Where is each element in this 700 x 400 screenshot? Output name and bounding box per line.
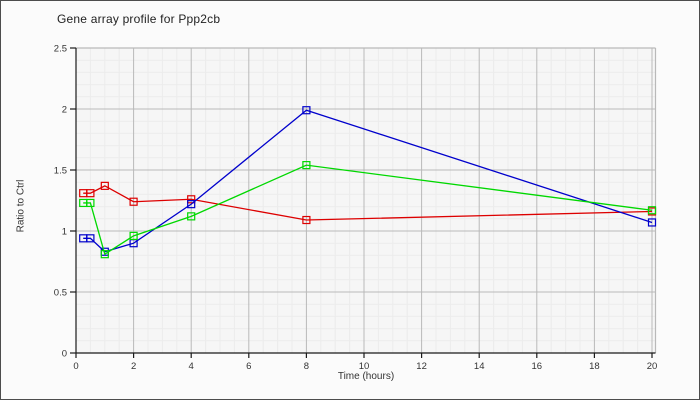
x-tick-label: 16 [532,361,543,372]
series-red-line [83,185,653,221]
series-green-marker [647,206,657,215]
series-red [79,181,657,225]
x-tick-label: 4 [189,361,194,372]
axes [70,47,656,358]
series-blue-marker [86,234,95,243]
series-red-marker [100,181,109,190]
series-blue-marker [647,218,657,227]
tick-labels: 0 2 4 6 8 10 12 14 16 18 20 0 0.5 1 1.5 2 2.5 [54,44,658,373]
x-tick-label: 2 [131,361,136,372]
series-red-marker [129,197,138,206]
x-tick-label: 10 [359,361,370,372]
plot-frame [76,47,657,353]
series-red-marker [187,195,196,204]
y-tick-label: 2 [62,105,67,116]
y-tick-label: 1.5 [54,166,67,177]
series-blue-marker [187,200,196,209]
series-green-marker [100,250,109,259]
y-tick-label: 2.5 [54,44,67,55]
x-tick-label: 0 [73,361,78,372]
series-green-marker [302,161,311,170]
series-red-marker [302,215,311,225]
series-blue-line [83,109,653,253]
x-tick-label: 14 [474,361,485,372]
series-green-marker [187,212,196,221]
y-tick-label: 0 [62,349,67,360]
x-tick-label: 20 [647,361,658,372]
x-tick-label: 18 [589,361,600,372]
series-blue-marker [302,106,311,115]
series-green-marker [86,198,95,208]
chart-title: Gene array profile for Ppp2cb [57,12,221,26]
x-axis-title: Time (hours) [337,371,395,382]
y-tick-label: 0.5 [54,288,67,299]
y-tick-label: 1 [62,227,67,238]
series-green-marker [129,231,138,240]
x-tick-label: 6 [246,361,251,372]
x-tick-label: 8 [304,361,309,372]
minor-gridlines [76,48,656,353]
series-green [79,161,657,259]
x-tick-label: 12 [416,361,427,372]
series-red-marker [86,189,95,198]
series-green-line [83,164,653,256]
series-blue [79,106,657,256]
